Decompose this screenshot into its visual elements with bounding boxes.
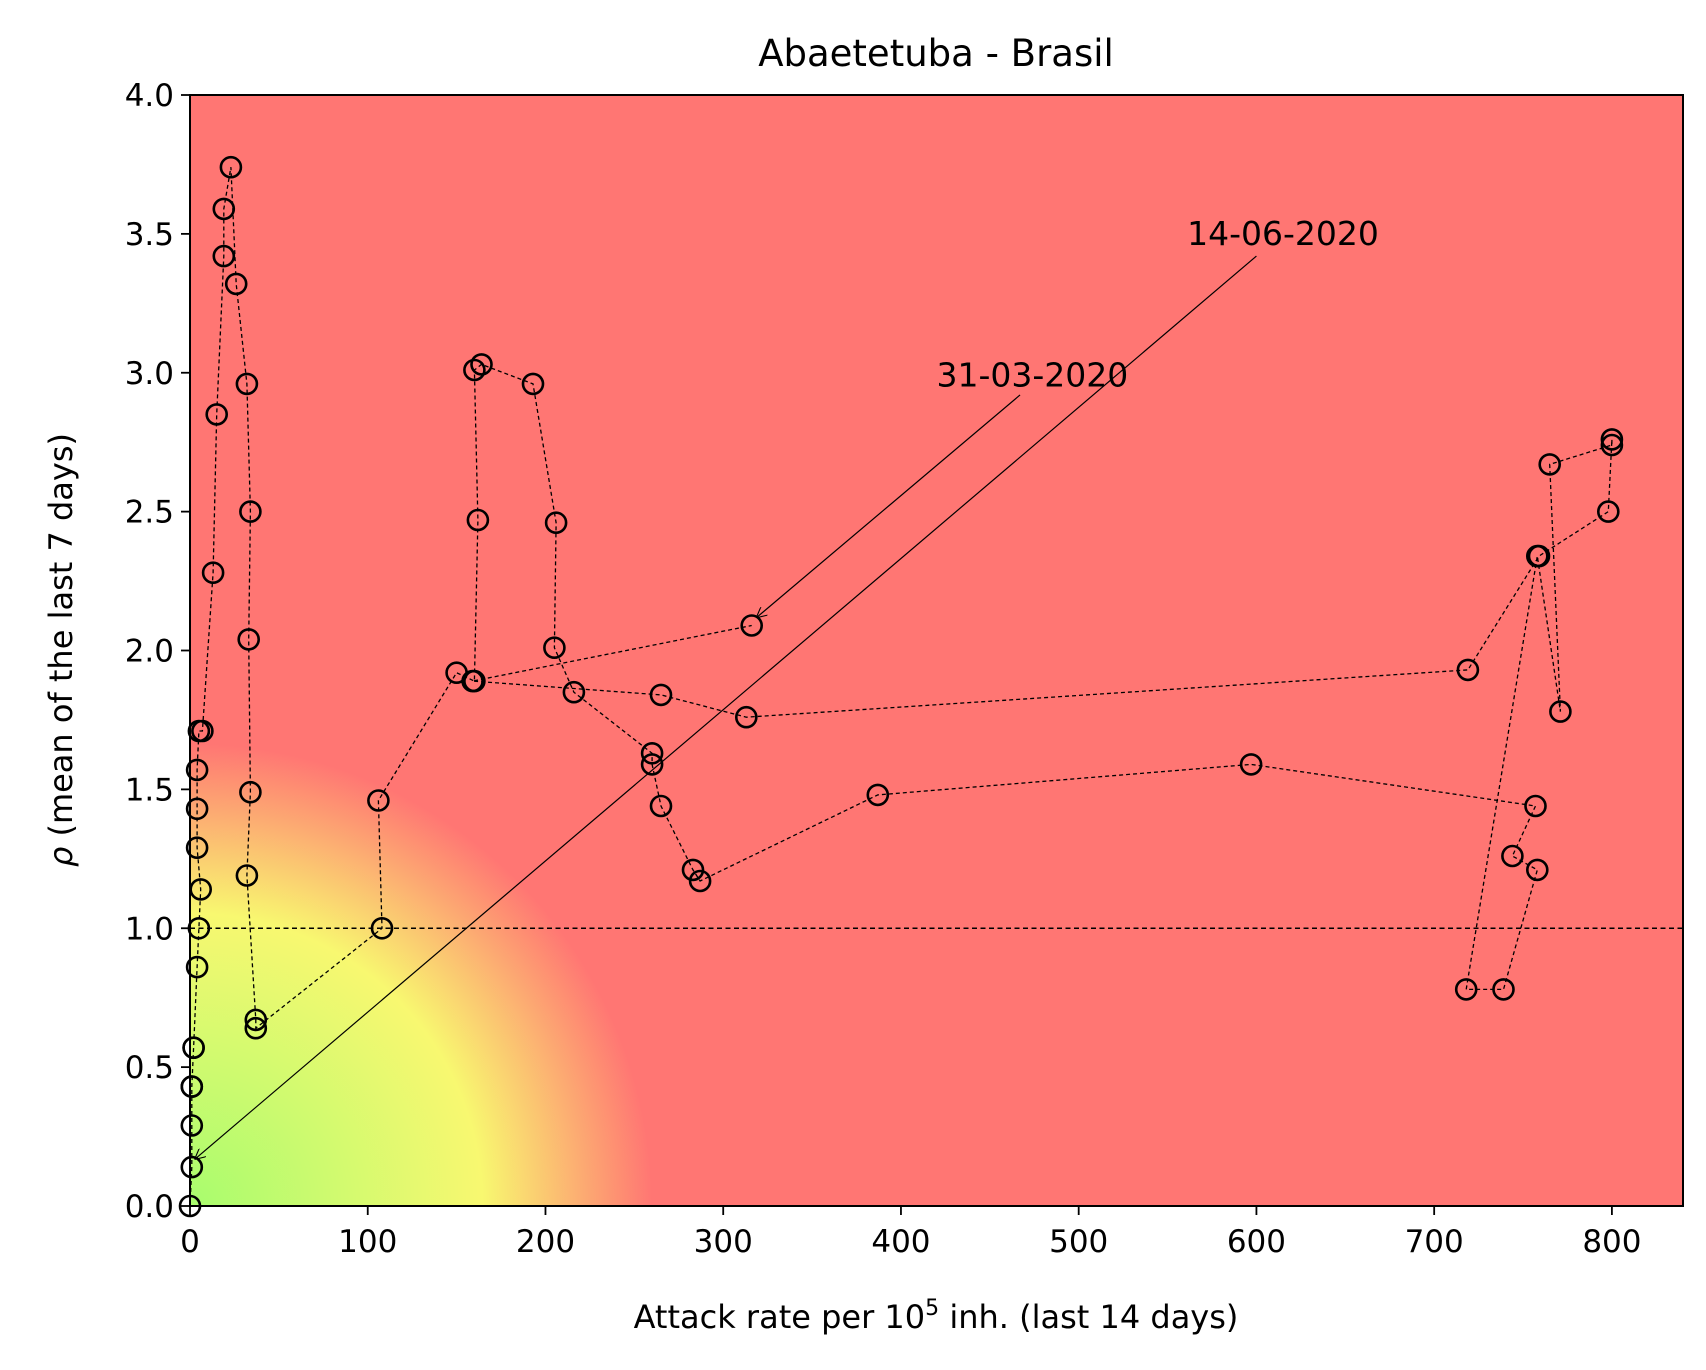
data-point-40 <box>640 741 664 765</box>
data-point-48 <box>1501 844 1524 868</box>
data-point-44 <box>688 869 712 893</box>
y-tick-label: 2.5 <box>125 495 174 531</box>
annotation-arrow-2 <box>195 255 1257 1159</box>
data-point-24 <box>237 628 260 651</box>
data-point-41 <box>640 753 664 776</box>
y-tick-label: 3.5 <box>125 217 174 253</box>
x-axis-label: Attack rate per 105 inh. (last 14 days) <box>634 1296 1239 1336</box>
data-point-50 <box>1492 978 1515 1001</box>
data-point-17 <box>205 403 228 426</box>
data-point-23 <box>239 500 262 523</box>
data-point-2 <box>180 1155 204 1179</box>
data-point-61 <box>649 683 673 707</box>
data-point-13 <box>185 758 209 782</box>
data-point-27 <box>244 1008 268 1032</box>
data-point-54 <box>1538 453 1561 476</box>
data-point-42 <box>649 794 673 818</box>
data-point-26 <box>235 864 259 887</box>
data-point-59 <box>1456 658 1480 682</box>
chart-title: Abaetetuba - Brasil <box>758 32 1114 75</box>
x-tick-label: 200 <box>516 1224 575 1260</box>
y-tick-label: 0.0 <box>125 1189 174 1225</box>
x-tick-label: 600 <box>1227 1224 1286 1260</box>
y-tick-label: 2.0 <box>125 634 174 670</box>
plot-background <box>190 95 1683 1206</box>
data-point-30 <box>367 789 390 812</box>
data-point-15 <box>191 719 214 743</box>
data-point-29 <box>370 916 394 940</box>
x-tick-label: 100 <box>338 1224 397 1260</box>
data-point-5 <box>180 1075 204 1098</box>
data-point-7 <box>182 1036 205 1059</box>
x-tick-label: 300 <box>694 1224 753 1260</box>
data-point-25 <box>239 780 262 804</box>
x-tick-label: 400 <box>871 1224 930 1260</box>
data-point-56 <box>1600 428 1624 451</box>
data-point-8 <box>185 955 209 979</box>
data-point-21 <box>224 272 248 296</box>
x-axis-label-prefix: Attack rate per 10 <box>634 1298 926 1336</box>
data-point-28 <box>244 1016 268 1040</box>
x-tick-label: 700 <box>1405 1224 1464 1260</box>
data-point-11 <box>185 836 209 860</box>
y-axis-label-symbol: ρ <box>42 847 80 867</box>
x-tick-label: 800 <box>1582 1224 1641 1260</box>
data-point-22 <box>235 372 259 396</box>
data-point-43 <box>681 858 705 882</box>
data-point-38 <box>543 636 566 660</box>
y-axis-label: ρ (mean of the last 7 days) <box>42 433 80 867</box>
data-point-55 <box>1600 433 1624 457</box>
annotation-label-1: 31-03-2020 <box>937 356 1129 395</box>
data-point-47 <box>1524 794 1547 818</box>
data-point-46 <box>1239 753 1263 776</box>
data-point-49 <box>1526 858 1549 882</box>
data-point-12 <box>185 797 209 821</box>
data-point-57 <box>1597 500 1620 523</box>
data-point-62 <box>461 669 484 693</box>
data-point-37 <box>544 511 568 535</box>
y-tick-label: 3.0 <box>125 356 174 392</box>
annotation-arrow-1 <box>757 394 1021 617</box>
data-point-58 <box>1527 544 1551 568</box>
data-point-16 <box>201 561 225 585</box>
y-tick-label: 4.0 <box>125 78 174 114</box>
data-point-60 <box>734 705 758 729</box>
y-tick-label: 0.5 <box>125 1050 174 1086</box>
data-point-35 <box>470 353 493 376</box>
data-point-39 <box>562 680 586 704</box>
data-point-34 <box>463 358 486 382</box>
data-point-3 <box>180 1114 204 1137</box>
x-tick-label: 0 <box>180 1224 200 1260</box>
series-path-line <box>190 167 1613 1206</box>
y-tick-label: 1.5 <box>125 772 174 808</box>
y-axis-label-text: (mean of the last 7 days) <box>42 433 80 847</box>
data-point-20 <box>219 155 243 179</box>
data-point-33 <box>466 508 490 532</box>
data-point-53 <box>1549 700 1572 723</box>
data-point-19 <box>212 197 236 221</box>
x-axis-label-superscript: 5 <box>925 1296 939 1321</box>
data-point-18 <box>212 244 236 268</box>
data-point-63 <box>740 614 764 637</box>
annotation-label-2: 14-06-2020 <box>1187 214 1379 253</box>
data-point-51 <box>1454 978 1478 1001</box>
y-tick-label: 1.0 <box>125 911 174 947</box>
x-tick-label: 500 <box>1049 1224 1108 1260</box>
data-point-36 <box>521 372 545 396</box>
x-axis-label-suffix: inh. (last 14 days) <box>939 1298 1238 1336</box>
data-point-45 <box>866 783 890 807</box>
